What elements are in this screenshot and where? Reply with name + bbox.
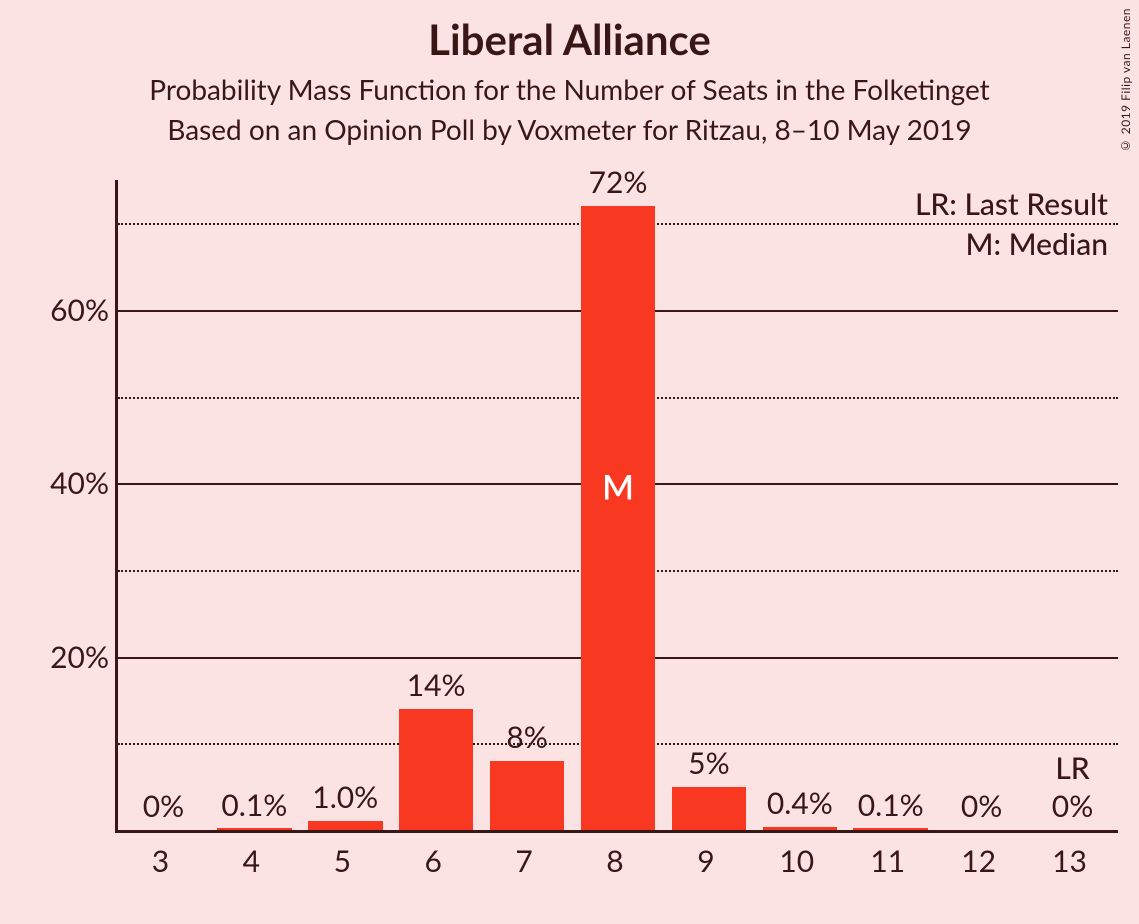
bar-value-label: 5% [649,745,769,781]
chart-subtitle-1: Probability Mass Function for the Number… [0,72,1139,106]
x-axis-tick-label: 12 [939,843,1019,879]
y-axis-tick-label: 40% [19,465,109,501]
bar [853,828,928,830]
x-axis-tick-label: 3 [120,843,200,879]
last-result-marker: LR [1055,750,1089,786]
bar [581,206,656,830]
bar [217,828,292,830]
bar [399,709,474,830]
legend-last-result: LR: Last Result [915,186,1108,222]
x-axis-tick-label: 7 [484,843,564,879]
y-axis-tick-label: 60% [19,292,109,328]
plot-area: 0%0.1%1.0%14%8%72%5%0.4%0.1%0%0%MLRLR: L… [115,180,1118,833]
x-axis-tick-label: 4 [211,843,291,879]
bar-value-label: 14% [376,667,496,703]
bar-value-label: 0% [1013,788,1133,824]
y-axis-tick-label: 20% [19,639,109,675]
bar-value-label: 72% [558,164,678,200]
bar [308,821,383,830]
bar [672,787,747,830]
x-axis-tick-label: 13 [1030,843,1110,879]
x-axis-tick-label: 11 [848,843,928,879]
x-axis-tick-label: 9 [666,843,746,879]
x-axis-tick-label: 6 [393,843,473,879]
chart-subtitle-2: Based on an Opinion Poll by Voxmeter for… [0,112,1139,146]
x-axis-tick-label: 5 [302,843,382,879]
bar [763,827,838,830]
bar-value-label: 8% [467,719,587,755]
chart-title: Liberal Alliance [0,14,1139,64]
chart-page: © 2019 Filip van Laenen Liberal Alliance… [0,0,1139,924]
legend-median: M: Median [966,226,1108,262]
bar-value-label: 1.0% [285,779,405,815]
x-axis-tick-label: 10 [757,843,837,879]
x-axis-tick-label: 8 [575,843,655,879]
bar [490,761,565,830]
median-marker: M [602,466,634,507]
